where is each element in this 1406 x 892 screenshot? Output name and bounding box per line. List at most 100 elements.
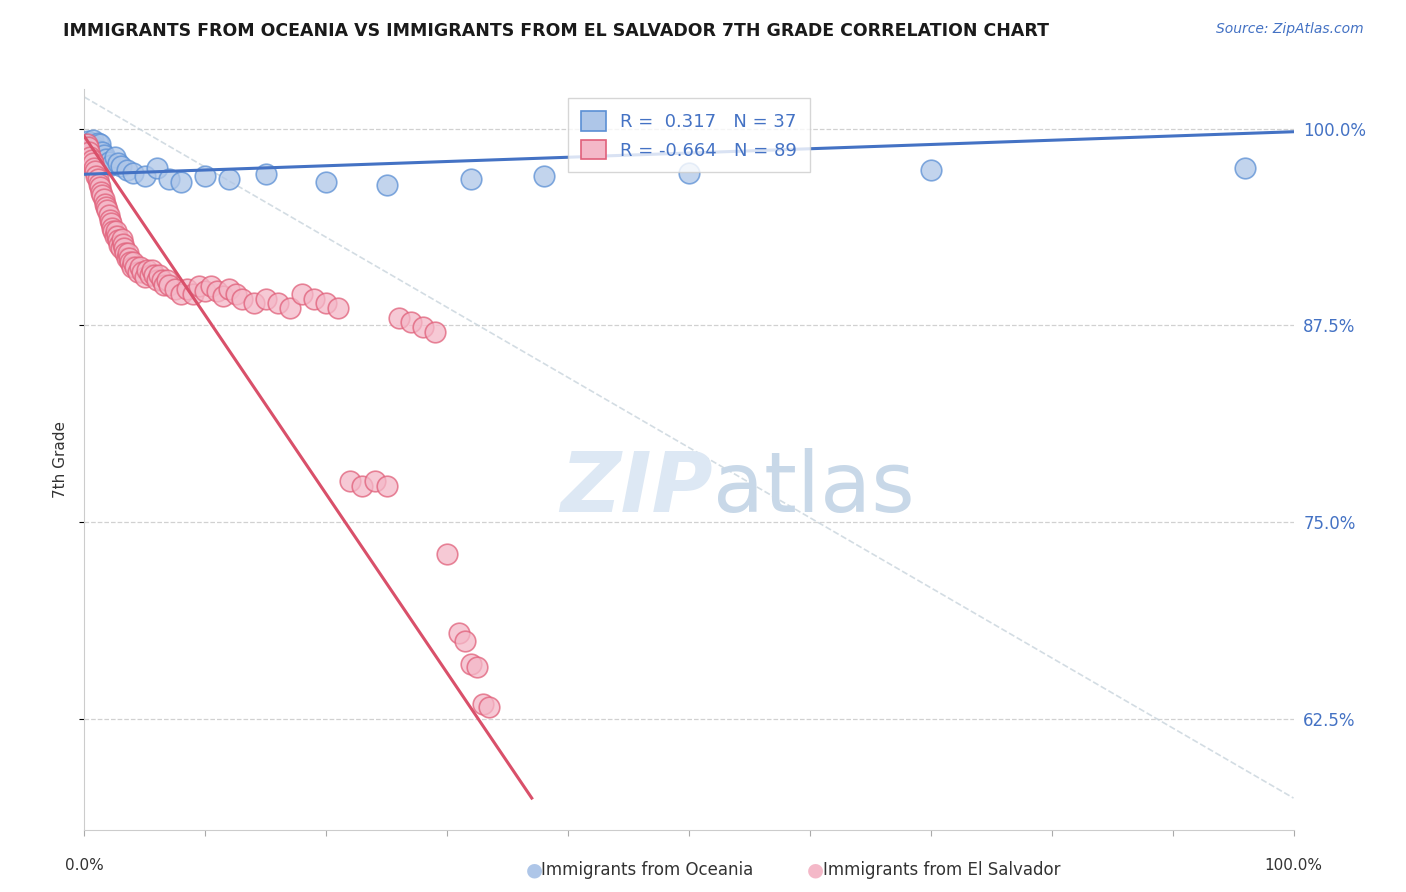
Point (110, 241, 132, 255)
Point (278, 301, 301, 315)
Point (114, 246, 136, 260)
Point (141, 263, 163, 277)
Legend: R =  0.317   N = 37, R = -0.664   N = 89: R = 0.317 N = 37, R = -0.664 N = 89 (568, 98, 810, 172)
Point (472, 697, 495, 711)
Point (242, 296, 264, 310)
Point (254, 292, 277, 306)
Point (79, 136, 101, 150)
Point (375, 178, 398, 193)
Point (157, 277, 180, 292)
Point (315, 296, 337, 310)
Text: Source: ZipAtlas.com: Source: ZipAtlas.com (1216, 22, 1364, 37)
Point (118, 251, 141, 265)
Point (115, 251, 138, 265)
Point (212, 288, 235, 302)
Point (77, 134, 100, 148)
Text: Immigrants from El Salvador: Immigrants from El Salvador (823, 861, 1060, 879)
Point (460, 657, 482, 672)
Point (108, 238, 131, 252)
Point (86, 169, 108, 183)
Point (127, 265, 149, 279)
Point (104, 150, 127, 164)
Point (111, 232, 134, 246)
Point (105, 228, 128, 243)
Point (302, 292, 325, 306)
Point (120, 255, 142, 269)
Point (153, 277, 176, 292)
Point (218, 282, 240, 296)
Point (131, 265, 153, 279)
Point (97, 154, 120, 169)
Point (82, 156, 104, 170)
Point (80, 153, 103, 167)
Point (454, 633, 477, 648)
Point (148, 268, 170, 282)
Point (77, 140, 100, 154)
Point (101, 220, 124, 235)
Text: 100.0%: 100.0% (1264, 858, 1323, 873)
Point (254, 167, 277, 181)
Point (97, 208, 120, 222)
Point (176, 282, 198, 296)
Point (82, 133, 104, 147)
Point (112, 241, 135, 255)
Point (225, 287, 247, 301)
Point (129, 260, 152, 275)
Text: IMMIGRANTS FROM OCEANIA VS IMMIGRANTS FROM EL SALVADOR 7TH GRADE CORRELATION CHA: IMMIGRANTS FROM OCEANIA VS IMMIGRANTS FR… (63, 22, 1049, 40)
Point (93, 193, 115, 207)
Point (110, 160, 132, 174)
Point (83, 139, 105, 153)
Point (77, 140, 100, 154)
Point (207, 284, 229, 298)
Point (87, 177, 110, 191)
Point (76, 137, 98, 152)
Point (134, 169, 156, 183)
Point (80, 145, 103, 160)
Text: 0.0%: 0.0% (65, 858, 104, 873)
Point (339, 475, 361, 489)
Point (155, 273, 177, 287)
Point (200, 279, 222, 293)
Point (460, 172, 482, 186)
Point (84, 164, 107, 178)
Point (84, 142, 107, 156)
Point (121, 166, 143, 180)
Point (89, 179, 111, 194)
Point (79, 150, 101, 164)
Point (77, 145, 100, 160)
Point (87, 144, 110, 158)
Point (678, 166, 700, 180)
Point (165, 282, 187, 296)
Point (146, 273, 169, 287)
Point (188, 279, 211, 293)
Point (121, 255, 143, 269)
Point (194, 169, 217, 183)
Point (375, 479, 398, 493)
Point (117, 246, 139, 260)
Point (136, 263, 159, 277)
Point (138, 268, 160, 282)
Point (1234, 161, 1257, 175)
Point (94, 197, 117, 211)
Point (121, 260, 143, 275)
Point (112, 236, 135, 251)
Point (388, 310, 411, 325)
Point (181, 287, 204, 301)
Point (157, 172, 180, 186)
Point (93, 148, 115, 162)
Point (170, 287, 193, 301)
Y-axis label: 7th Grade: 7th Grade (53, 421, 69, 498)
Point (104, 224, 127, 238)
Point (76, 137, 98, 152)
Point (86, 146, 108, 161)
Point (363, 475, 385, 489)
Point (107, 156, 129, 170)
Point (96, 203, 118, 218)
Text: Immigrants from Oceania: Immigrants from Oceania (541, 861, 754, 879)
Point (315, 175, 337, 189)
Point (436, 547, 458, 561)
Point (94, 200, 117, 214)
Text: ZIP: ZIP (561, 449, 713, 530)
Point (170, 175, 193, 189)
Point (83, 161, 105, 175)
